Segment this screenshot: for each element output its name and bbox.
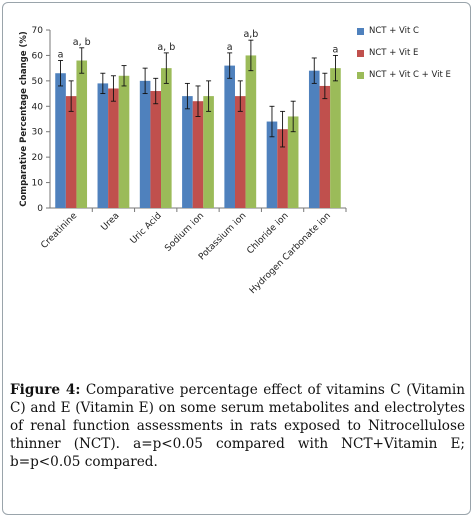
bar	[266, 121, 278, 208]
bar	[277, 129, 288, 208]
chart-legend: NCT + Vit C NCT + Vit E NCT + Vit C + Vi…	[357, 20, 451, 86]
significance-label: a, b	[157, 42, 175, 53]
y-tick-label: 30	[32, 128, 44, 138]
legend-item: NCT + Vit C	[357, 20, 451, 42]
x-tick-label: Hydrogen Carbonate ion	[248, 211, 333, 296]
legend-item: NCT + Vit C + Vit E	[357, 64, 451, 86]
bar	[192, 101, 204, 208]
significance-label: a	[333, 44, 339, 55]
bar	[245, 55, 257, 208]
bar	[203, 96, 214, 208]
x-tick-label: Urea	[100, 211, 122, 233]
bar	[65, 96, 77, 208]
bar	[161, 68, 172, 209]
legend-swatch	[357, 71, 364, 79]
y-tick-label: 40	[32, 102, 44, 112]
chart-bars	[55, 39, 341, 209]
caption-label: Figure 4:	[10, 382, 81, 398]
significance-label: a, b	[73, 37, 91, 48]
significance-label: a	[58, 50, 64, 61]
bar	[118, 75, 130, 209]
legend-label: NCT + Vit C + Vit E	[369, 70, 451, 80]
y-tick-label: 0	[37, 204, 43, 214]
y-tick-label: 50	[32, 77, 44, 87]
legend-item: NCT + Vit E	[357, 42, 451, 64]
bar	[76, 60, 88, 209]
bar	[182, 96, 193, 208]
bar	[308, 70, 320, 208]
legend-label: NCT + Vit E	[369, 48, 419, 58]
significance-label: a	[227, 42, 233, 53]
y-tick-label: 10	[32, 179, 44, 189]
significance-label: a,b	[243, 29, 258, 40]
bar	[139, 80, 151, 208]
bar	[319, 85, 331, 208]
bar	[224, 65, 235, 208]
bar	[97, 83, 109, 208]
legend-swatch	[357, 27, 364, 35]
bar	[150, 91, 162, 208]
y-tick-label: 20	[32, 153, 44, 163]
x-tick-label: Sodium ion	[163, 211, 206, 254]
caption-text: Comparative percentage effect of vitamin…	[10, 382, 465, 470]
figure-caption: Figure 4: Comparative percentage effect …	[10, 381, 465, 471]
x-tick-label: Chloride ion	[245, 211, 290, 256]
bar	[55, 73, 66, 208]
bar	[234, 96, 246, 208]
x-tick-label: Uric Acid	[129, 211, 164, 246]
bar	[287, 116, 299, 208]
y-axis-label: Comparative Percentage change (%)	[19, 31, 29, 207]
bar	[330, 68, 341, 209]
legend-swatch	[357, 49, 364, 57]
bar	[108, 88, 119, 208]
legend-label: NCT + Vit C	[369, 26, 419, 36]
y-tick-label: 60	[32, 51, 44, 61]
x-tick-label: Creatinine	[39, 211, 79, 251]
y-tick-label: 70	[32, 26, 44, 36]
